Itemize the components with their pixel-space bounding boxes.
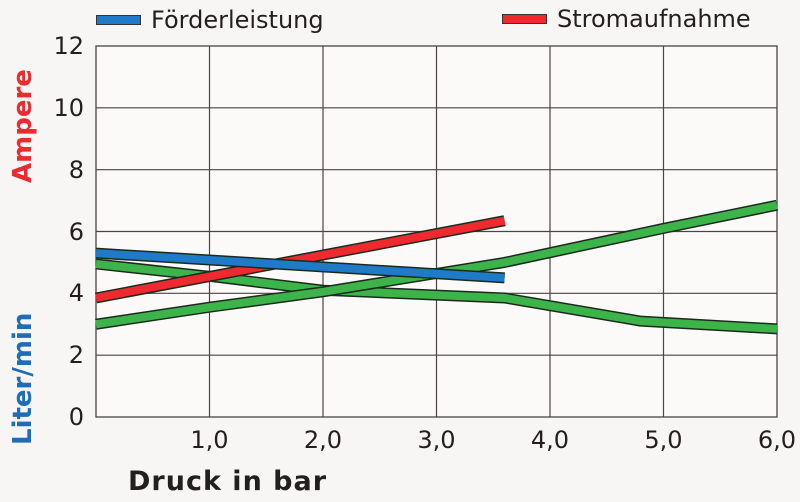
legend-stromaufnahme: Stromaufnahme: [502, 5, 751, 33]
x-axis-label: Druck in bar: [128, 466, 328, 497]
legend-foerderleistung: Förderleistung: [96, 6, 324, 34]
y-tick-label: 10: [53, 93, 84, 122]
y-tick-label: 0: [68, 403, 84, 431]
x-tick-label: 1,0: [190, 426, 229, 454]
x-tick-label: 2,0: [303, 426, 343, 454]
x-tick-label: 4,0: [530, 426, 570, 454]
series-line-f-rderleistung: [95, 249, 505, 282]
x-tick-label: 3,0: [417, 426, 456, 454]
legend-label: Stromaufnahme: [557, 5, 751, 33]
legend-swatch-red: [502, 14, 547, 24]
y-tick-label: 6: [68, 217, 84, 246]
x-tick-label: 6,0: [757, 426, 797, 454]
y-tick-label: 4: [68, 279, 84, 308]
x-tick-label: 5,0: [644, 426, 683, 454]
y-tick-label: 12: [53, 32, 84, 60]
legend-swatch-blue: [96, 15, 141, 25]
y-tick-label: 2: [68, 341, 84, 370]
legend-label: Förderleistung: [151, 6, 324, 34]
series-line-green-decreasing: [95, 259, 778, 333]
y-tick-label: 8: [68, 155, 84, 184]
series-line-stromaufnahme: [95, 216, 506, 302]
